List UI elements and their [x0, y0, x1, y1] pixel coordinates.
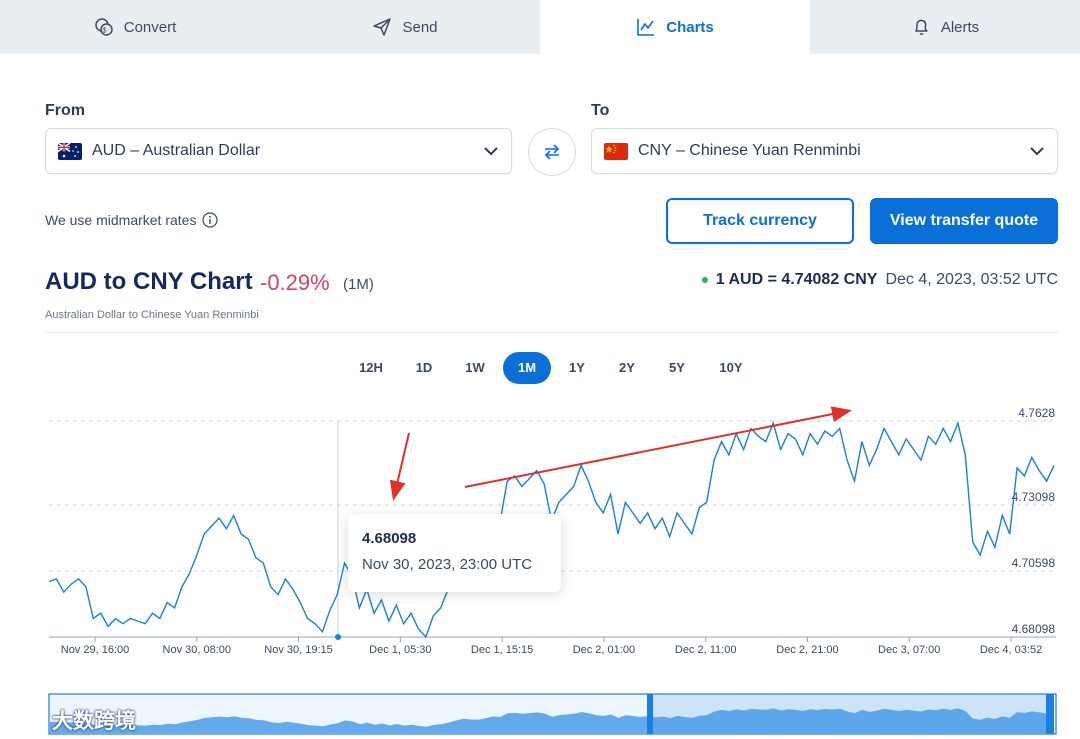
navigator-border [48, 693, 1057, 735]
tooltip-date: Nov 30, 2023, 23:00 UTC [362, 556, 533, 573]
y-tick-label: 4.70598 [1012, 556, 1056, 570]
tab-charts[interactable]: Charts [540, 0, 810, 54]
y-tick-label: 4.68098 [1012, 622, 1056, 636]
tooltip-value: 4.68098 [362, 530, 417, 547]
midmarket-note-text: We use midmarket rates [45, 212, 197, 228]
chart-tooltip: 4.68098 Nov 30, 2023, 23:00 UTC [348, 514, 561, 592]
period-label: (1M) [343, 276, 374, 293]
hover-point [335, 634, 341, 640]
to-currency-select[interactable]: CNY – Chinese Yuan Renminbi [591, 128, 1058, 174]
navigator-handle-right [1046, 694, 1054, 734]
percent-change: -0.29% [260, 270, 330, 295]
period-10y[interactable]: 10Y [719, 360, 743, 375]
x-tick-label: Dec 1, 05:30 [369, 644, 431, 656]
info-icon[interactable] [202, 212, 219, 228]
period-2y[interactable]: 2Y [619, 360, 635, 375]
period-5y[interactable]: 5Y [669, 360, 685, 375]
y-tick-label: 4.7628 [1018, 406, 1055, 420]
top-tab-bar: $ Convert Send Charts Alerts [0, 0, 1080, 54]
from-currency-value: AUD – Australian Dollar [92, 142, 261, 159]
period-1d[interactable]: 1D [415, 360, 433, 375]
tab-alerts[interactable]: Alerts [810, 0, 1080, 54]
annotation-arrow-down [389, 432, 410, 501]
rate-timestamp: Dec 4, 2023, 03:52 UTC [885, 271, 1058, 288]
to-currency-value: CNY – Chinese Yuan Renminbi [638, 142, 861, 159]
x-tick-label: Dec 3, 07:00 [878, 644, 940, 656]
period-12h[interactable]: 12H [359, 360, 383, 375]
tab-label: Alerts [940, 18, 980, 36]
tab-label: Send [402, 18, 438, 36]
watermark-text: 大数跨境 [52, 710, 136, 733]
period-selector: 12H 1D 1W 1M 1Y 2Y 5Y 10Y [0, 352, 1080, 384]
to-label: To [591, 102, 610, 119]
svg-text:$: $ [102, 28, 106, 35]
period-1m[interactable]: 1M [503, 352, 551, 384]
send-icon [373, 18, 392, 36]
live-dot-icon [701, 277, 708, 283]
chart-title: AUD to CNY Chart [45, 268, 253, 295]
swap-arrows-icon [544, 144, 560, 160]
tab-send[interactable]: Send [270, 0, 540, 54]
chevron-down-icon [484, 147, 498, 156]
swap-currencies-button[interactable] [528, 128, 576, 176]
coins-icon: $ [94, 18, 113, 36]
tab-convert[interactable]: $ Convert [0, 0, 270, 54]
chevron-down-icon [1030, 147, 1044, 156]
range-navigator[interactable] [0, 690, 1080, 739]
x-tick-label: Dec 1, 15:15 [471, 644, 533, 656]
midmarket-note: We use midmarket rates [45, 212, 219, 228]
bell-icon [915, 19, 928, 35]
y-tick-label: 4.73098 [1012, 490, 1056, 504]
live-rate: 1 AUD = 4.74082 CNY Dec 4, 2023, 03:52 U… [701, 271, 1058, 289]
x-tick-label: Dec 4, 03:52 [980, 644, 1042, 656]
x-tick-label: Nov 30, 08:00 [163, 644, 232, 656]
divider [45, 332, 1058, 333]
x-tick-label: Dec 2, 01:00 [573, 644, 635, 656]
x-tick-label: Dec 2, 11:00 [675, 644, 737, 656]
x-tick-label: Nov 29, 16:00 [61, 644, 130, 656]
from-currency-select[interactable]: AUD – Australian Dollar [45, 128, 512, 174]
track-currency-button[interactable]: Track currency [666, 198, 854, 244]
annotation-arrow-up [464, 406, 852, 488]
chart-subtitle: Australian Dollar to Chinese Yuan Renmin… [45, 309, 259, 321]
tab-label: Charts [666, 18, 714, 36]
x-tick-label: Nov 30, 19:15 [264, 644, 333, 656]
view-transfer-quote-button[interactable]: View transfer quote [870, 198, 1058, 244]
chart-icon [637, 19, 655, 36]
rate-line-chart[interactable]: 4.7628 4.73098 4.70598 4.68098 Nov 29, 16:0… [0, 395, 1080, 660]
navigator-area [50, 708, 1054, 733]
watermark-logo-icon [10, 710, 47, 730]
tab-label: Convert [123, 18, 177, 36]
period-1w[interactable]: 1W [465, 360, 485, 375]
period-1y[interactable]: 1Y [569, 360, 585, 375]
x-tick-label: Dec 2, 21:00 [776, 644, 838, 656]
australia-flag-icon [58, 142, 82, 160]
rate-value: 1 AUD = 4.74082 CNY [715, 271, 878, 288]
from-label: From [45, 102, 85, 119]
watermark: 大数跨境 [8, 705, 136, 735]
china-flag-icon [604, 142, 628, 160]
navigator-handle-left [647, 694, 653, 734]
